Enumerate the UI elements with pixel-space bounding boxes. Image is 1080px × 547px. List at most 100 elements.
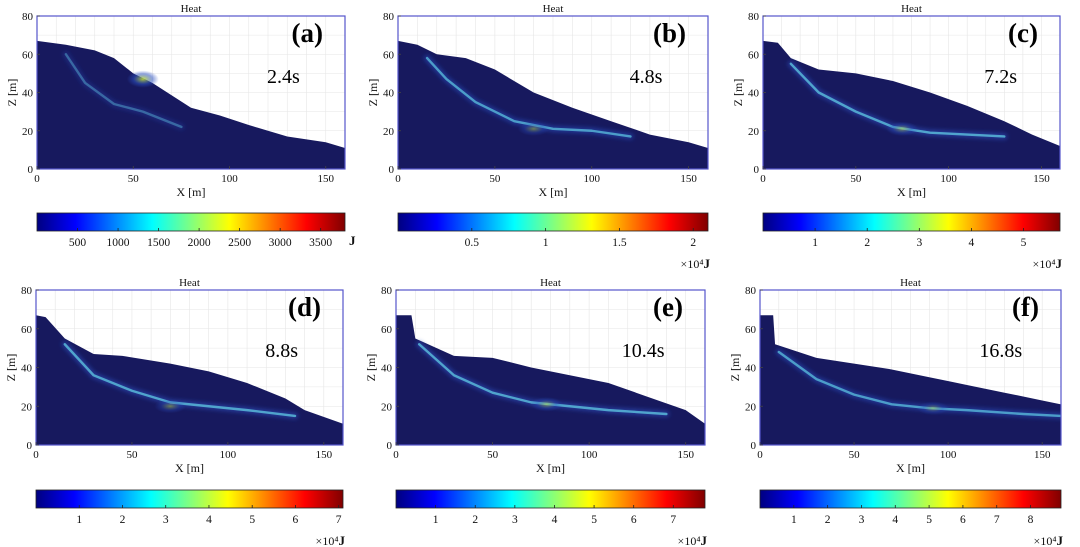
x-tick-label: 100 [581,449,598,461]
colorbar-multiplier: ×10⁴J [1034,533,1064,547]
y-tick-label: 60 [748,49,760,61]
colorbar-unit: J [339,533,346,547]
colorbar: 0.5 1 1.5 2 ×10⁴J [397,212,711,271]
colorbar-gradient [395,489,706,509]
heat-hotspot [886,121,919,137]
colorbar-tick-label: 4 [552,514,558,526]
y-tick-label: 80 [21,285,33,297]
x-tick-label: 150 [318,173,335,185]
colorbar-tick-label: 1 [812,237,818,249]
colorbar-multiplier: ×10⁴J [678,533,708,547]
y-axis-label: Z [m] [731,79,745,107]
y-axis-label: Z [m] [364,354,378,382]
chart-title: Heat [540,277,561,289]
colorbar-tick-label: 4 [892,514,898,526]
colorbar: 1 2 3 4 5 6 7 8×10⁴J [759,489,1064,547]
colorbar-tick-label: 5 [249,514,255,526]
colorbar-tick-label: 1 [76,514,82,526]
y-tick-label: 60 [22,49,34,61]
colorbar-tick-label: 3 [512,514,518,526]
x-tick-label: 150 [680,173,697,185]
y-tick-label: 60 [383,49,395,61]
y-axis-label: Z [m] [366,79,380,107]
colorbar: 1 2 3 4 5 6 7 ×10⁴J [35,489,346,547]
colorbar-tick-label: 5 [591,514,597,526]
panel-b: 0 50 100 150 0 20 40 60 80 Heat X [m] Z [m] (b) 4.8s 0… [366,3,711,271]
colorbar-tick-label: 4 [969,237,975,249]
x-tick-label: 50 [849,449,861,461]
colorbar-tick-label: 3 [916,237,922,249]
colorbar-gradient [762,212,1061,232]
colorbar-tick-label: 1500 [147,237,170,249]
y-axis-label: Z [m] [728,354,742,382]
y-tick-label: 60 [745,324,757,336]
x-tick-label: 100 [940,449,957,461]
panel-label: (d) [288,292,321,322]
colorbar-gradient [35,489,344,509]
colorbar-tick-label: 7 [336,514,342,526]
y-tick-label: 20 [383,126,395,138]
colorbar-multiplier: ×10⁴J [681,256,711,271]
x-tick-label: 100 [221,173,238,185]
time-label: 8.8s [265,340,298,362]
colorbar-gradient [759,489,1062,509]
x-axis-label: X [m] [536,461,565,475]
y-tick-label: 60 [381,324,393,336]
y-tick-label: 40 [21,363,33,375]
colorbar-unit: J [1057,533,1064,547]
y-tick-label: 0 [754,164,760,176]
x-tick-label: 0 [760,173,766,185]
colorbar-tick-label: 3500 [309,237,332,249]
chart-title: Heat [543,3,564,15]
time-label: 7.2s [984,66,1017,88]
x-tick-label: 100 [220,449,237,461]
colorbar-tick-label: 1 [791,514,797,526]
colorbar: 1 2 3 4 5 ×10⁴J [762,212,1063,271]
x-axis-label: X [m] [539,185,568,199]
colorbar-unit: J [704,256,711,271]
x-tick-label: 150 [1033,173,1050,185]
time-label: 10.4s [622,340,665,362]
colorbar-tick-label: 6 [631,514,637,526]
colorbar-tick-label: 2500 [228,237,251,249]
colorbar-multiplier: ×10⁴J [1033,256,1063,271]
colorbar-tick-label: 1.5 [612,237,627,249]
time-label: 2.4s [267,66,300,88]
y-tick-label: 80 [383,11,395,23]
chart-title: Heat [179,277,200,289]
x-tick-label: 0 [33,449,39,461]
colorbar-tick-label: 2 [864,237,870,249]
panel-label: (c) [1008,18,1038,48]
x-tick-label: 100 [584,173,601,185]
x-axis-label: X [m] [897,185,926,199]
colorbar-tick-label: 0.5 [465,237,480,249]
shear-band [425,56,632,138]
colorbar-tick-label: 3000 [269,237,292,249]
colorbar-multiplier-value: ×10⁴ [681,257,704,271]
y-tick-label: 20 [381,401,393,413]
heat-hotspot [517,121,550,136]
x-tick-label: 50 [487,449,499,461]
colorbar-gradient [36,212,346,232]
chart-title: Heat [181,3,202,15]
colorbar: 500 1000 1500 2000 2500 3000 3500 J [36,212,356,249]
colorbar-tick-label: 6 [293,514,299,526]
slope-body [37,40,345,169]
panel-label: (b) [653,18,686,48]
x-tick-label: 50 [850,173,862,185]
colorbar-tick-label: 500 [69,237,87,249]
heat-hotspot [917,401,950,415]
colorbar-multiplier: ×10⁴J [316,533,346,547]
y-tick-label: 20 [22,126,34,138]
x-tick-label: 50 [489,173,501,185]
colorbar-multiplier-value: ×10⁴ [1034,534,1057,547]
colorbar-unit: J [701,533,708,547]
y-tick-label: 40 [22,88,34,100]
colorbar-multiplier-value: ×10⁴ [316,534,339,547]
shear-band [777,350,1061,418]
colorbar-tick-label: 6 [960,514,966,526]
panel-label: (e) [653,292,683,322]
colorbar-tick-label: 8 [1028,514,1034,526]
colorbar-tick-label: 5 [926,514,932,526]
shear-band-glow [62,51,185,130]
